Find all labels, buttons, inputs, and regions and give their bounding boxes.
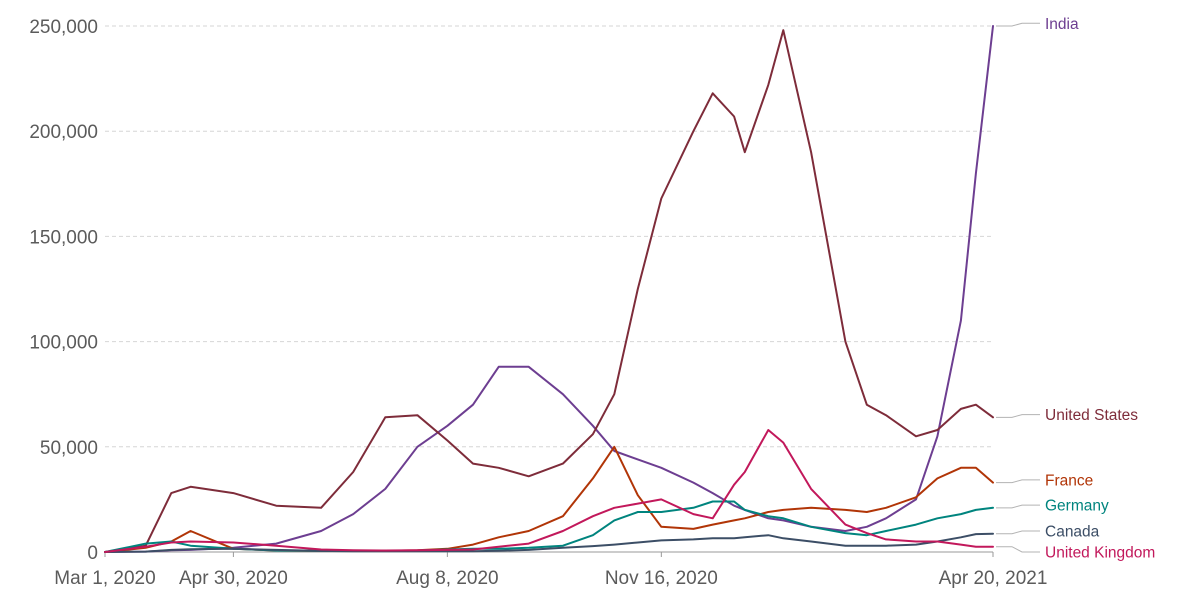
y-tick-label: 200,000 xyxy=(29,122,98,143)
x-axis: Mar 1, 2020 Apr 30, 2020 Aug 8, 2020 Nov 16… xyxy=(54,551,1048,589)
x-tick-label: Apr 20, 2021 xyxy=(939,568,1048,589)
series-line-united-kingdom xyxy=(104,429,994,553)
legend-label-germany: Germany xyxy=(1045,498,1109,515)
series-lines xyxy=(104,25,994,553)
legend-connector xyxy=(996,504,1040,509)
legend-connector xyxy=(996,414,1040,418)
legend-label-india: India xyxy=(1045,16,1079,33)
legend: India United States France Germany Canada Uni… xyxy=(996,16,1155,562)
series-line-united-states xyxy=(104,29,994,553)
legend-label-united-kingdom: United Kingdom xyxy=(1045,545,1155,562)
legend-connector xyxy=(996,479,1040,484)
y-tick-label: 50,000 xyxy=(40,438,98,459)
series-line-canada xyxy=(104,532,994,553)
y-tick-label: 250,000 xyxy=(29,17,98,38)
x-tick-label: Apr 30, 2020 xyxy=(179,568,288,589)
series-line-germany xyxy=(104,500,994,553)
y-tick-label: 100,000 xyxy=(29,333,98,354)
legend-connector xyxy=(996,546,1040,553)
y-tick-label: 150,000 xyxy=(29,227,98,248)
legend-label-france: France xyxy=(1045,472,1093,489)
legend-connector xyxy=(996,530,1040,535)
legend-label-canada: Canada xyxy=(1045,524,1100,541)
gridlines: 0 50,000 100,000 150,000 200,000 250,000 xyxy=(29,17,993,564)
x-tick-label: Mar 1, 2020 xyxy=(54,568,155,589)
series-line-india xyxy=(104,25,994,553)
x-tick-label: Nov 16, 2020 xyxy=(605,568,718,589)
legend-label-united-states: United States xyxy=(1045,407,1138,424)
x-tick-label: Aug 8, 2020 xyxy=(396,568,498,589)
y-tick-label: 0 xyxy=(87,543,98,564)
legend-connector xyxy=(996,22,1040,27)
